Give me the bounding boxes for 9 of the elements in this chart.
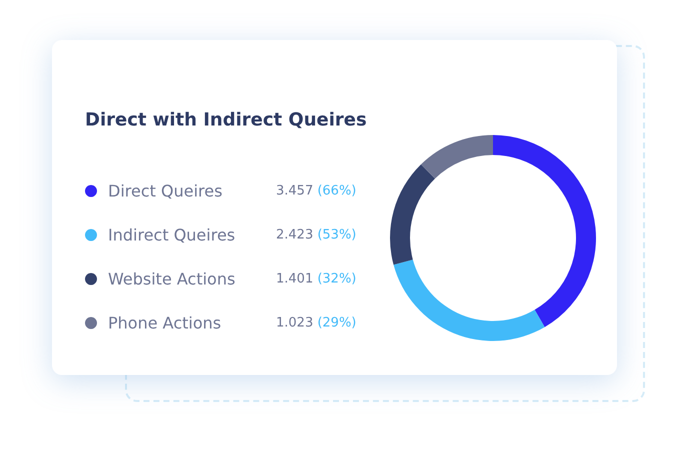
data-label: 3.457 (66%) <box>276 184 356 198</box>
legend-label: Direct Queires <box>108 182 222 200</box>
chart-title: Direct with Indirect Queires <box>85 110 367 130</box>
legend-label: Website Actions <box>108 270 236 288</box>
legend-label: Indirect Queires <box>108 226 236 244</box>
data-label: 1.023 (29%) <box>276 316 356 330</box>
data-label: 1.401 (32%) <box>276 272 356 286</box>
data-label: 2.423 (53%) <box>276 228 356 242</box>
legend-label: Phone Actions <box>108 314 222 332</box>
